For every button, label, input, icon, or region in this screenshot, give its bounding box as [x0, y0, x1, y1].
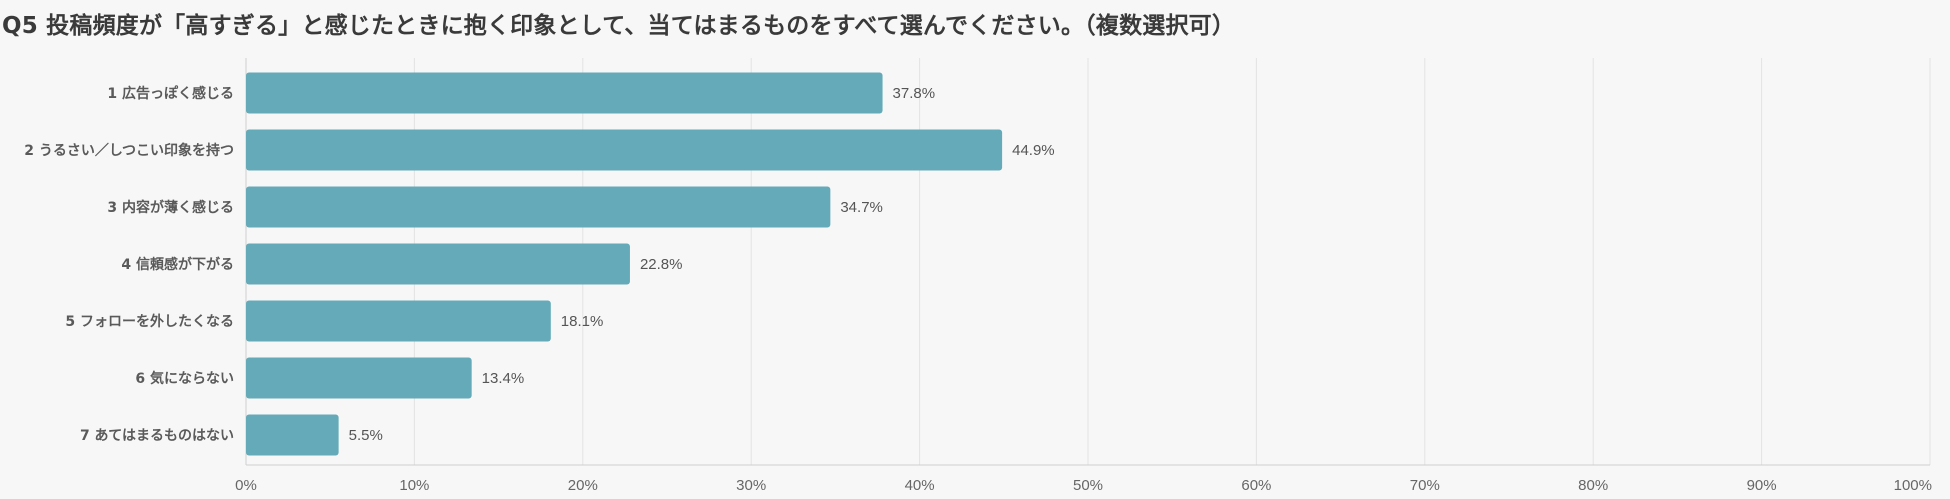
bar	[246, 357, 472, 399]
bar	[246, 72, 883, 114]
value-label: 22.8%	[640, 256, 683, 273]
category-label: 5 フォローを外したくなる	[65, 313, 234, 330]
x-tick-label: 30%	[736, 477, 766, 494]
category-label: 6 気にならない	[135, 370, 234, 387]
value-label: 18.1%	[561, 313, 604, 330]
x-tick-label: 100%	[1894, 477, 1932, 494]
x-tick-label: 60%	[1241, 477, 1271, 494]
bar	[246, 243, 630, 285]
x-axis-ticks: 0% 10% 20% 30% 40% 50% 60% 70% 80% 90% 100%	[235, 477, 1932, 494]
x-tick-label: 20%	[568, 477, 598, 494]
category-label: 3 内容が薄く感じる	[107, 199, 234, 216]
value-label: 34.7%	[840, 199, 883, 216]
bars	[246, 72, 1003, 456]
category-label: 7 あてはまるものはない	[80, 428, 234, 444]
value-label: 37.8%	[893, 85, 936, 102]
value-label: 5.5%	[349, 427, 383, 444]
category-labels: 1 広告っぽく感じる 2 うるさい／しつこい印象を持つ 3 内容が薄く感じる 4 信頼…	[24, 85, 234, 444]
category-label: 4 信頼感が下がる	[121, 256, 234, 273]
x-tick-label: 10%	[399, 477, 429, 494]
x-tick-label: 80%	[1578, 477, 1608, 494]
value-labels: 37.8% 44.9% 34.7% 22.8% 18.1% 13.4% 5.5%	[349, 85, 1055, 444]
x-tick-label: 70%	[1410, 477, 1440, 494]
x-tick-label: 40%	[905, 477, 935, 494]
bar	[246, 186, 831, 228]
bar	[246, 129, 1003, 171]
category-label: 2 うるさい／しつこい印象を持つ	[24, 142, 234, 159]
chart-title: Q5 投稿頻度が「高すぎる」と感じたときに抱く印象として、当てはまるものをすべて…	[2, 13, 1236, 39]
x-tick-label: 50%	[1073, 477, 1103, 494]
category-label: 1 広告っぽく感じる	[107, 85, 234, 102]
value-label: 44.9%	[1012, 142, 1055, 159]
bar	[246, 300, 551, 342]
value-label: 13.4%	[482, 370, 525, 387]
x-tick-label: 0%	[235, 477, 257, 494]
x-tick-label: 90%	[1747, 477, 1777, 494]
bar	[246, 414, 339, 456]
